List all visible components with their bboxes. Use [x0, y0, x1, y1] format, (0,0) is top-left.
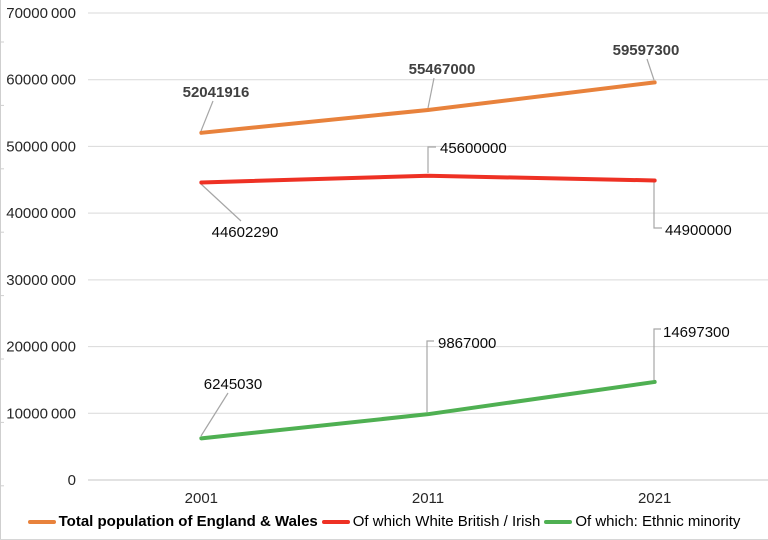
- legend-label-ethnic-minority: Of which: Ethnic minority: [575, 513, 741, 530]
- data-label-leader-line: [426, 340, 434, 412]
- y-tick-label: 70000 000: [6, 5, 76, 22]
- data-label: 55467000: [409, 61, 476, 78]
- legend-item-total-population: Total population of England & Wales: [27, 512, 318, 532]
- series-line-1: [199, 173, 657, 185]
- data-label-leader-line: [653, 182, 662, 229]
- data-label: 44900000: [665, 222, 732, 239]
- legend-item-white-british-irish: Of which White British / Irish: [321, 512, 541, 532]
- legend-swatch-total-population: [27, 520, 56, 524]
- series-line-0: [199, 80, 657, 135]
- y-tick-label: 20000 000: [6, 339, 76, 356]
- data-label-leader-line: [646, 58, 655, 81]
- x-tick-label: 2021: [638, 490, 671, 507]
- y-tick-label: 40000 000: [6, 205, 76, 222]
- data-label-leader-line: [427, 146, 436, 173]
- y-tick-label: 10000 000: [6, 405, 76, 422]
- y-tick-label: 30000 000: [6, 272, 76, 289]
- data-label-leader-line: [200, 183, 242, 222]
- x-tick-label: 2011: [412, 490, 444, 507]
- legend-label-white-british-irish: Of which White British / Irish: [352, 513, 541, 530]
- data-label: 44602290: [212, 224, 279, 241]
- data-label-leader-line: [200, 100, 214, 132]
- y-tick-label: 0: [68, 472, 76, 489]
- legend-swatch-white-british-irish: [321, 520, 350, 524]
- data-label: 59597300: [613, 42, 680, 59]
- series-line-2: [199, 379, 657, 441]
- data-label: 52041916: [183, 84, 250, 101]
- legend-item-ethnic-minority: Of which: Ethnic minority: [544, 512, 740, 532]
- data-label: 14697300: [663, 324, 730, 341]
- legend-label-total-population: Total population of England & Wales: [58, 513, 318, 530]
- data-label: 9867000: [438, 335, 496, 352]
- x-tick-label: 2001: [185, 490, 218, 507]
- y-tick-label: 50000 000: [6, 138, 76, 155]
- y-tick-label: 60000 000: [6, 72, 76, 89]
- data-label-leader-line: [200, 392, 229, 437]
- legend-swatch-ethnic-minority: [544, 520, 573, 524]
- data-label: 6245030: [204, 376, 262, 393]
- chart-legend: Total population of England & Wales Of w…: [0, 512, 768, 532]
- data-label-leader-line: [427, 77, 435, 109]
- data-label-leader-line: [653, 328, 661, 380]
- data-label: 45600000: [440, 140, 507, 157]
